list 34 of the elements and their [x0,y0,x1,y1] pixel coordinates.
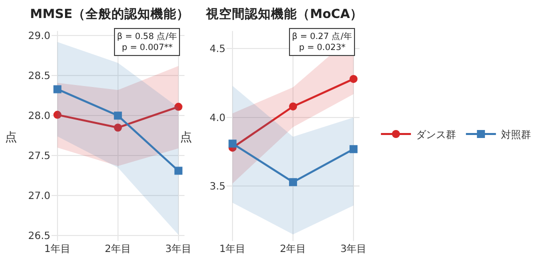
y-axis-title: 点 [5,130,17,144]
chart-title: MMSE（全般的認知機能） [30,6,190,21]
point [174,166,182,175]
y-tick-label: 4.5 [210,44,226,56]
x-tick-label: 2年目 [104,243,132,256]
annotation: β = 0.58 点/年 p = 0.007** [117,31,178,54]
point [350,74,358,83]
legend-label: 対照群 [500,128,531,141]
legend-label: ダンス群 [416,128,456,141]
x-tick-label: 3年目 [340,243,367,256]
point [350,145,358,154]
x-tick-label: 3年目 [165,243,192,256]
y-tick-label: 27.0 [28,191,50,202]
point [289,178,298,186]
y-tick-label: 3.5 [210,182,226,193]
y-tick-label: 26.5 [28,231,50,242]
point [228,140,237,148]
point [174,102,182,111]
y-tick-label: 4.0 [210,112,226,124]
chart-title: 視空間認知機能（MoCA） [205,6,363,21]
point [114,124,122,132]
x-tick-label: 1年目 [44,243,71,256]
point [53,85,62,94]
y-axis-title: 点 [180,130,192,144]
x-tick-label: 1年目 [219,243,246,256]
y-tick-label: 27.5 [28,151,50,162]
annotation: β = 0.27 点/年 p = 0.023* [292,31,352,54]
point [53,110,62,119]
x-tick-label: 2年目 [280,243,306,256]
point [289,102,298,110]
point [114,112,122,120]
y-tick-label: 28.0 [28,111,50,122]
y-tick-label: 28.5 [28,71,50,82]
y-tick-label: 29.0 [28,31,50,42]
